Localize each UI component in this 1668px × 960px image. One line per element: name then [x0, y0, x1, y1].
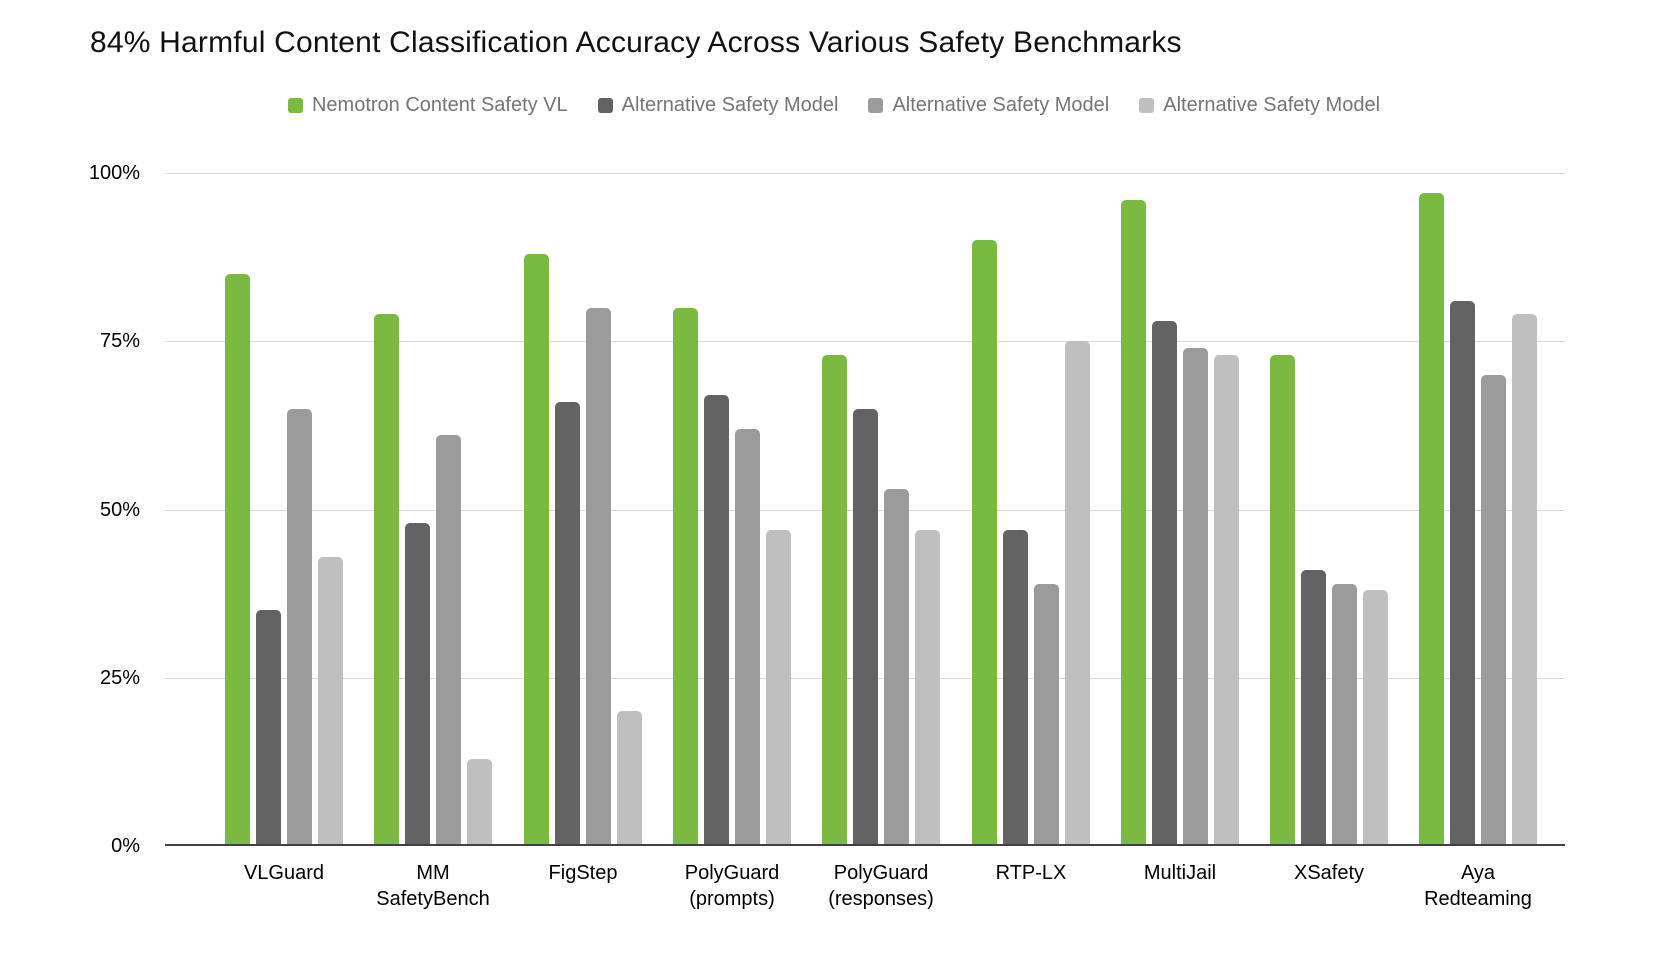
bar-series0-cat3: [673, 308, 698, 846]
bar-series2-cat2: [586, 308, 611, 846]
x-category-label-3: PolyGuard (prompts): [684, 862, 780, 910]
x-category-label-4: PolyGuard (responses): [828, 862, 934, 910]
gridline-75: [165, 341, 1565, 342]
y-tick-label-0: 0%: [111, 835, 140, 857]
y-tick-label-100: 100%: [88, 162, 140, 184]
x-category-label-2: FigStep: [548, 862, 618, 884]
bar-series0-cat0: [225, 274, 250, 846]
bar-series3-cat7: [1363, 590, 1388, 846]
x-category-label-5: RTP-LX: [995, 862, 1067, 884]
bar-group-4: [822, 173, 940, 846]
bar-series3-cat3: [766, 530, 791, 846]
y-tick-label-50: 50%: [99, 499, 140, 521]
x-category-label-6: MultiJail: [1143, 862, 1217, 884]
bar-group-7: [1270, 173, 1388, 846]
bar-series2-cat6: [1183, 348, 1208, 846]
bar-series3-cat6: [1214, 355, 1239, 846]
bar-series3-cat1: [467, 759, 492, 846]
x-axis-line: [165, 844, 1565, 846]
bar-series2-cat3: [735, 429, 760, 846]
bar-series0-cat8: [1419, 193, 1444, 846]
legend-swatch-icon: [597, 98, 613, 113]
bar-series1-cat7: [1301, 570, 1326, 846]
bar-series2-cat1: [436, 435, 461, 846]
bar-series2-cat4: [884, 489, 909, 846]
legend-label: Nemotron Content Safety VL: [311, 94, 568, 116]
legend-swatch-icon: [287, 98, 303, 113]
x-category-label-8: Aya Redteaming: [1424, 862, 1532, 910]
bar-series2-cat0: [287, 409, 312, 846]
y-tick-label-25: 25%: [99, 667, 140, 689]
bar-series3-cat5: [1065, 341, 1090, 846]
bar-group-2: [524, 173, 642, 846]
chart-title: 84% Harmful Content Classification Accur…: [90, 26, 1182, 59]
bar-series3-cat4: [915, 530, 940, 846]
plot-area: 0% 25% 50% 75% 100% VLGuard MM SafetyBench FigS…: [89, 163, 1565, 910]
x-category-label-7: XSafety: [1293, 862, 1365, 884]
bar-group-5: [972, 173, 1090, 846]
bar-series0-cat1: [374, 314, 399, 846]
bar-group-1: [374, 173, 492, 846]
legend-item-3: Alternative Safety Model: [1139, 94, 1380, 117]
x-category-label-0: VLGuard: [243, 862, 325, 884]
bar-series0-cat4: [822, 355, 847, 846]
legend-item-2: Alternative Safety Model: [868, 94, 1109, 117]
legend-item-1: Alternative Safety Model: [597, 94, 839, 117]
bar-series1-cat1: [405, 523, 430, 846]
bar-series1-cat0: [256, 610, 281, 846]
x-category-label-1: MM SafetyBench: [376, 862, 490, 910]
gridline-100: [165, 173, 1565, 174]
bar-series1-cat8: [1450, 301, 1475, 846]
legend-item-0: Nemotron Content Safety VL: [287, 94, 568, 117]
bar-series2-cat7: [1332, 584, 1357, 846]
legend-label: Alternative Safety Model: [892, 94, 1110, 116]
legend-swatch-icon: [868, 98, 884, 113]
bar-series0-cat5: [972, 240, 997, 846]
bar-series1-cat6: [1152, 321, 1177, 846]
y-tick-label-75: 75%: [99, 330, 140, 352]
bar-group-8: [1419, 173, 1537, 846]
bar-series2-cat5: [1034, 584, 1059, 846]
bar-group-3: [673, 173, 791, 846]
legend-label: Alternative Safety Model: [621, 94, 839, 116]
bar-series3-cat0: [318, 557, 343, 846]
bar-group-0: [225, 173, 343, 846]
bar-series1-cat4: [853, 409, 878, 846]
bar-series1-cat5: [1003, 530, 1028, 846]
legend-swatch-icon: [1139, 98, 1155, 113]
bar-series0-cat7: [1270, 355, 1295, 846]
legend-label: Alternative Safety Model: [1163, 94, 1381, 116]
bar-series3-cat2: [617, 711, 642, 846]
bar-series0-cat6: [1121, 200, 1146, 846]
bar-group-6: [1121, 173, 1239, 846]
bar-series0-cat2: [524, 254, 549, 846]
bar-series2-cat8: [1481, 375, 1506, 846]
legend: Nemotron Content Safety VL Alternative Sa…: [0, 94, 1668, 117]
bar-series1-cat3: [704, 395, 729, 846]
bar-series3-cat8: [1512, 314, 1537, 846]
bar-series1-cat2: [555, 402, 580, 846]
